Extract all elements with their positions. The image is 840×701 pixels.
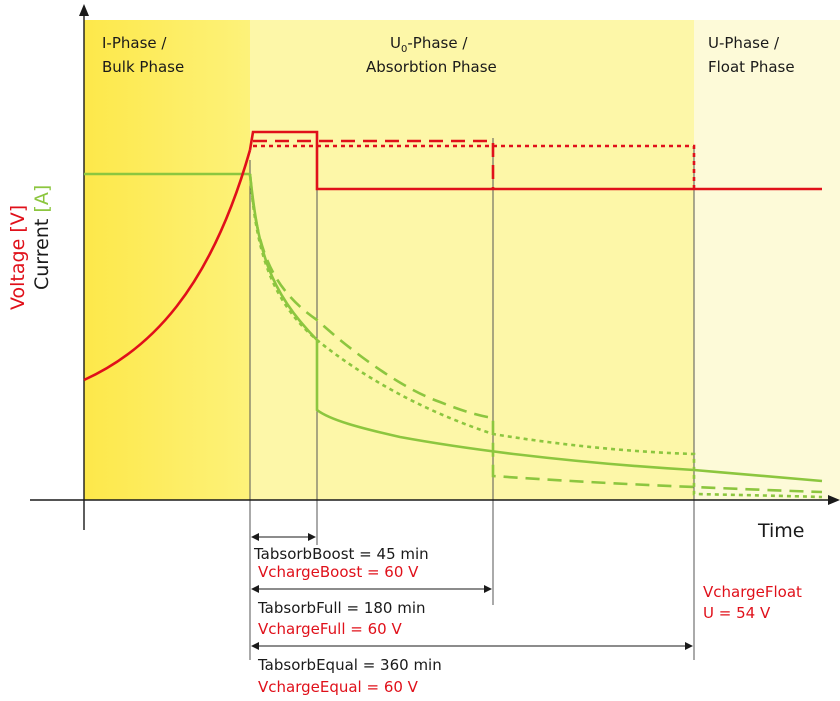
phase-absorption-region	[250, 20, 694, 500]
voltage-equal-curve	[253, 144, 696, 189]
phase-absorption-sub: 0	[401, 44, 407, 55]
y-axis-arrow-icon	[79, 4, 89, 16]
phase-bulk-label-line1: I-Phase /	[102, 34, 167, 52]
phase-absorption-u: U	[390, 34, 401, 52]
phase-bulk-region	[84, 20, 250, 500]
voltage-full-curve	[253, 139, 495, 189]
voltage-boost-curve	[248, 130, 822, 191]
current-full-curve	[248, 173, 823, 494]
current-curves	[84, 172, 823, 499]
phase-bulk-label-line2: Bulk Phase	[102, 58, 184, 76]
equal-voltage-label: VchargeEqual = 60 V	[258, 678, 419, 696]
y-axis-current-unit: [A]	[31, 185, 53, 213]
y-axis-voltage-unit: [V]	[7, 205, 29, 233]
voltage-curves	[83, 130, 822, 382]
current-equal-curve	[248, 173, 823, 499]
x-axis-arrow-icon	[828, 495, 840, 505]
full-time-label: TabsorbFull = 180 min	[257, 599, 426, 617]
current-boost-curve	[248, 173, 823, 483]
boost-time-label: TabsorbBoost = 45 min	[253, 545, 429, 563]
full-voltage-label: VchargeFull = 60 V	[258, 620, 402, 638]
phase-float-label-line2: Float Phase	[708, 58, 795, 76]
voltage-bulk-curve	[83, 149, 252, 382]
phase-float-region	[694, 20, 840, 500]
phase-absorption-label-line2: Absorbtion Phase	[366, 58, 497, 76]
phase-float-label-line1: U-Phase /	[708, 34, 780, 52]
boost-voltage-label: VchargeBoost = 60 V	[258, 563, 419, 581]
phase-absorption-label-line1: U0-Phase /	[390, 34, 468, 55]
y-axis-voltage-word: Voltage	[7, 239, 29, 310]
equal-time-label: TabsorbEqual = 360 min	[257, 656, 442, 674]
phase-absorption-rest: -Phase /	[407, 34, 468, 52]
float-voltage-label-line1: VchargeFloat	[703, 583, 802, 601]
y-axis-current-word: Current	[31, 219, 53, 290]
y-axis-voltage-label: Voltage [V]	[7, 205, 29, 310]
float-voltage-label-line2: U = 54 V	[703, 604, 771, 622]
y-axis-current-label: Current [A]	[31, 185, 53, 290]
x-axis-label: Time	[757, 520, 805, 542]
